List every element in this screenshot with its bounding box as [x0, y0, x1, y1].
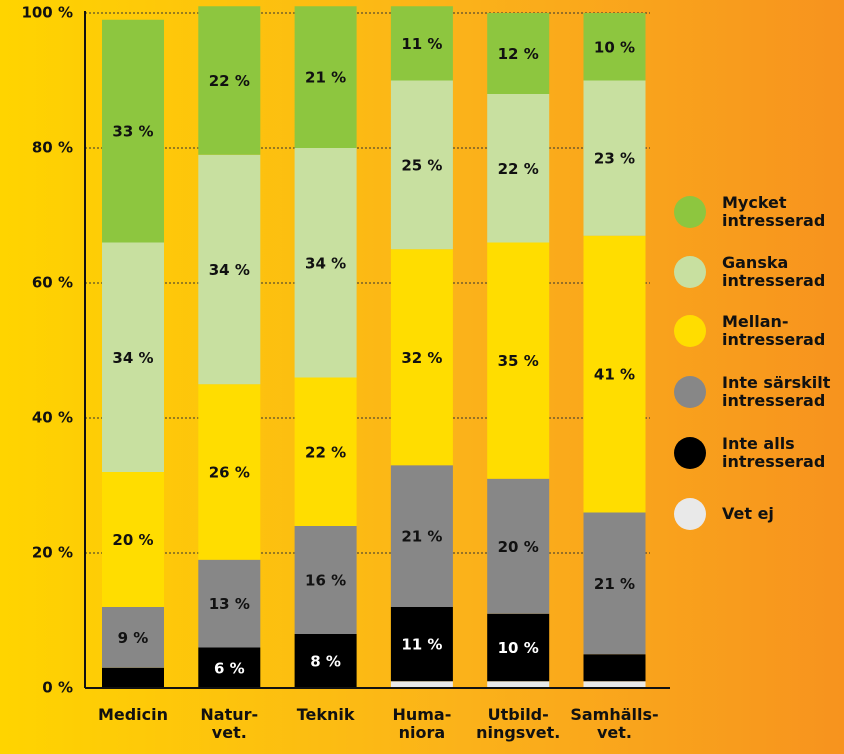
data-label: 20 %	[112, 531, 153, 549]
legend-label: Inte alls intresserad	[722, 434, 826, 471]
y-tick-label: 60 %	[32, 274, 73, 292]
data-label: 35 %	[498, 352, 539, 370]
y-tick-label: 40 %	[32, 409, 73, 427]
data-label: 22 %	[498, 160, 539, 178]
legend-label: Vet ej	[722, 504, 774, 523]
bar-segment	[198, 559, 261, 648]
data-label: 13 %	[209, 595, 250, 613]
y-tick-label: 100 %	[21, 4, 73, 22]
bar-segment	[102, 607, 164, 668]
x-tick-label: Teknik	[296, 705, 355, 724]
bar-segment	[583, 654, 646, 682]
data-label: 22 %	[209, 72, 250, 90]
bar-segment	[294, 148, 357, 378]
bar-segment	[583, 80, 646, 236]
y-tick-label: 80 %	[32, 139, 73, 157]
bar-segment	[487, 94, 550, 243]
bar-segment	[294, 634, 357, 688]
data-label: 41 %	[594, 366, 635, 384]
x-tick-label: Natur- vet.	[200, 705, 259, 742]
bar-segment	[390, 80, 453, 250]
legend-label: Mycket intresserad	[722, 193, 826, 230]
data-label: 10 %	[594, 38, 635, 56]
x-tick-label: Medicin	[97, 705, 169, 724]
x-tick-label: Huma- niora	[392, 705, 452, 742]
legend-swatch	[674, 498, 706, 530]
bar-segment	[198, 384, 261, 560]
data-label: 34 %	[305, 254, 346, 272]
bar-segment	[198, 647, 261, 688]
data-label: 23 %	[594, 150, 635, 168]
x-tick-label: Utbild- ningsvet.	[476, 705, 561, 742]
bar-segment	[198, 154, 261, 385]
bar-segment	[487, 13, 550, 94]
bar-segment	[583, 235, 646, 513]
data-label: 16 %	[305, 572, 346, 590]
bar-segment	[583, 13, 646, 81]
data-label: 33 %	[112, 123, 153, 141]
data-label: 21 %	[594, 575, 635, 593]
bar-segment	[390, 465, 453, 607]
legend-label: Inte särskilt intresserad	[722, 373, 831, 410]
bar-segment	[294, 526, 357, 634]
data-label: 11 %	[401, 35, 442, 53]
bar-segment	[198, 6, 261, 155]
legend-swatch	[674, 437, 706, 469]
data-label: 26 %	[209, 464, 250, 482]
data-label: 9 %	[118, 629, 149, 647]
legend-swatch	[674, 315, 706, 347]
bar-segment	[390, 607, 453, 682]
data-label: 25 %	[401, 156, 442, 174]
data-label: 8 %	[310, 653, 341, 671]
bar-segment	[294, 377, 357, 526]
y-tick-label: 20 %	[32, 544, 73, 562]
bar-segment	[390, 249, 453, 466]
data-label: 34 %	[209, 261, 250, 279]
bar-segment	[294, 6, 357, 148]
x-tick-label: Samhälls- vet.	[570, 705, 659, 742]
data-label: 6 %	[214, 659, 245, 677]
bar-segment	[390, 681, 453, 688]
bar-segment	[487, 681, 550, 688]
bar-segment	[487, 613, 550, 682]
bar-segment	[390, 6, 453, 81]
data-label: 11 %	[401, 636, 442, 654]
y-tick-label: 0 %	[42, 679, 73, 697]
data-label: 21 %	[305, 69, 346, 87]
bar-segment	[583, 681, 646, 688]
data-label: 10 %	[498, 639, 539, 657]
bar-segment	[487, 242, 550, 479]
data-label: 34 %	[112, 349, 153, 367]
bar-segment	[102, 472, 164, 607]
legend-swatch	[674, 256, 706, 288]
data-label: 21 %	[401, 528, 442, 546]
bar-segment	[102, 19, 164, 243]
data-label: 12 %	[498, 45, 539, 63]
data-label: 22 %	[305, 443, 346, 461]
bar-segment	[102, 242, 164, 472]
bar-segment	[583, 512, 646, 655]
legend-swatch	[674, 376, 706, 408]
legend-swatch	[674, 196, 706, 228]
bar-segment	[487, 478, 550, 614]
legend-label: Ganska intresserad	[722, 253, 826, 290]
bar-segment	[102, 667, 164, 688]
data-label: 32 %	[401, 349, 442, 367]
legend-label: Mellan- intresserad	[722, 312, 826, 349]
data-label: 20 %	[498, 538, 539, 556]
